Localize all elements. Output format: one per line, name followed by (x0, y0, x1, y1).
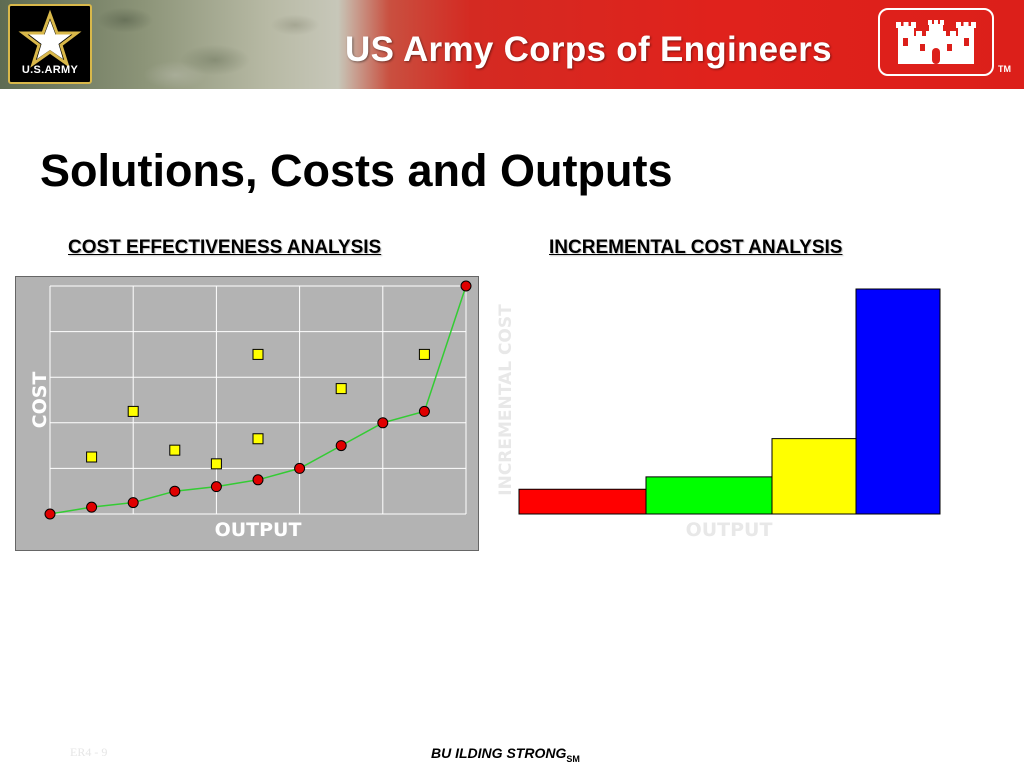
header-banner: U.S.ARMY US Army Corps of Engineers (0, 0, 1024, 89)
incremental-bar (518, 488, 647, 515)
incremental-cost-chart: OUTPUT INCREMENTAL COST (496, 288, 941, 541)
efficient-solution-point (44, 508, 56, 520)
trademark-mark: TM (998, 64, 1011, 74)
y-axis-label: INCREMENTAL COST (496, 304, 516, 496)
efficient-solution-point (294, 462, 306, 474)
incremental-bars (518, 288, 941, 515)
chart-background (15, 276, 479, 551)
efficient-solution-point (460, 280, 472, 292)
castle-logo[interactable] (878, 8, 994, 76)
chart-grid (49, 285, 467, 515)
efficient-solution-point (210, 481, 222, 493)
incremental-bar (645, 476, 773, 515)
x-axis-label: OUTPUT (215, 519, 302, 541)
inefficient-solution-point (86, 451, 98, 463)
efficient-solutions (44, 280, 472, 520)
efficient-solution-point (127, 497, 139, 509)
efficient-solution-point (86, 501, 98, 513)
header-title: US Army Corps of Engineers (345, 30, 832, 69)
inefficient-solution-point (210, 458, 222, 470)
incremental-bar (855, 288, 941, 515)
camo-pattern (95, 0, 355, 89)
y-axis-label: COST (29, 372, 51, 429)
slide-title: Solutions, Costs and Outputs (40, 145, 673, 196)
inefficient-solution-point (169, 444, 181, 456)
inefficient-solution-point (252, 433, 264, 445)
inefficient-solutions (86, 348, 430, 470)
star-icon (18, 9, 82, 68)
efficient-solution-point (377, 417, 389, 429)
incremental-bar (771, 438, 857, 515)
tagline-suffix: SM (566, 753, 580, 764)
inefficient-solution-point (127, 405, 139, 417)
efficient-solution-point (252, 474, 264, 486)
efficient-solution-point (169, 485, 181, 497)
cost-effectiveness-chart: OUTPUT COST (15, 276, 479, 551)
army-logo-text: U.S.ARMY (21, 64, 79, 76)
efficient-solution-point (335, 440, 347, 452)
army-logo[interactable]: U.S.ARMY (8, 4, 92, 84)
tagline-text: BU ILDING STRONG (431, 745, 567, 761)
inefficient-solution-point (335, 383, 347, 395)
cost-effectiveness-title: COST EFFECTIVENESS ANALYSIS (68, 237, 382, 258)
efficient-solution-point (418, 405, 430, 417)
castle-icon (896, 20, 976, 64)
incremental-cost-title: INCREMENTAL COST ANALYSIS (549, 237, 843, 258)
slide-number: ER4 - 9 (70, 745, 108, 759)
inefficient-solution-point (252, 348, 264, 360)
footer-tagline: BU ILDING STRONGSM (431, 745, 580, 764)
inefficient-solution-point (418, 348, 430, 360)
x-axis-label: OUTPUT (686, 519, 773, 541)
